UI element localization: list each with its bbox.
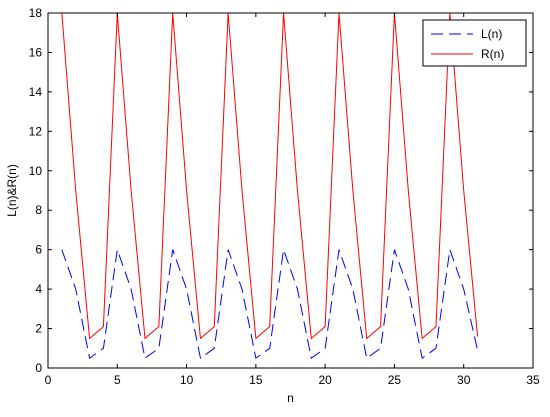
x-axis-ticks: 0 5 10 15 20 25 30 35: [45, 13, 540, 387]
x-tick-label: 10: [180, 373, 194, 387]
y-tick-label: 10: [29, 164, 43, 178]
y-tick-label: 4: [35, 282, 42, 296]
series-line-r: [61, 12, 479, 340]
legend-label-l: L(n): [481, 27, 502, 41]
legend-label-r: R(n): [481, 47, 504, 61]
series-line-l: [61, 249, 479, 359]
y-tick-label: 12: [29, 124, 43, 138]
axes-box: [47, 12, 534, 369]
x-tick-label: 30: [457, 373, 471, 387]
x-tick-label: 5: [114, 373, 121, 387]
y-tick-label: 18: [29, 6, 43, 20]
x-tick-label: 25: [388, 373, 402, 387]
y-axis-label: L(n)&R(n): [5, 164, 19, 217]
y-tick-label: 8: [35, 203, 42, 217]
y-tick-label: 6: [35, 243, 42, 257]
legend: L(n) R(n): [422, 19, 527, 67]
series-layer: [61, 12, 479, 359]
x-tick-label: 20: [318, 373, 332, 387]
x-tick-label: 15: [249, 373, 263, 387]
y-tick-label: 14: [29, 85, 43, 99]
y-tick-label: 2: [35, 322, 42, 336]
x-tick-label: 0: [45, 373, 52, 387]
y-tick-label: 16: [29, 45, 43, 59]
y-tick-label: 0: [35, 361, 42, 375]
legend-box: [422, 19, 527, 67]
x-tick-label: 35: [526, 373, 540, 387]
y-axis-ticks: 0 2 4 6 8 10 12 14 16 18: [29, 6, 533, 375]
x-axis-label: n: [287, 391, 294, 405]
